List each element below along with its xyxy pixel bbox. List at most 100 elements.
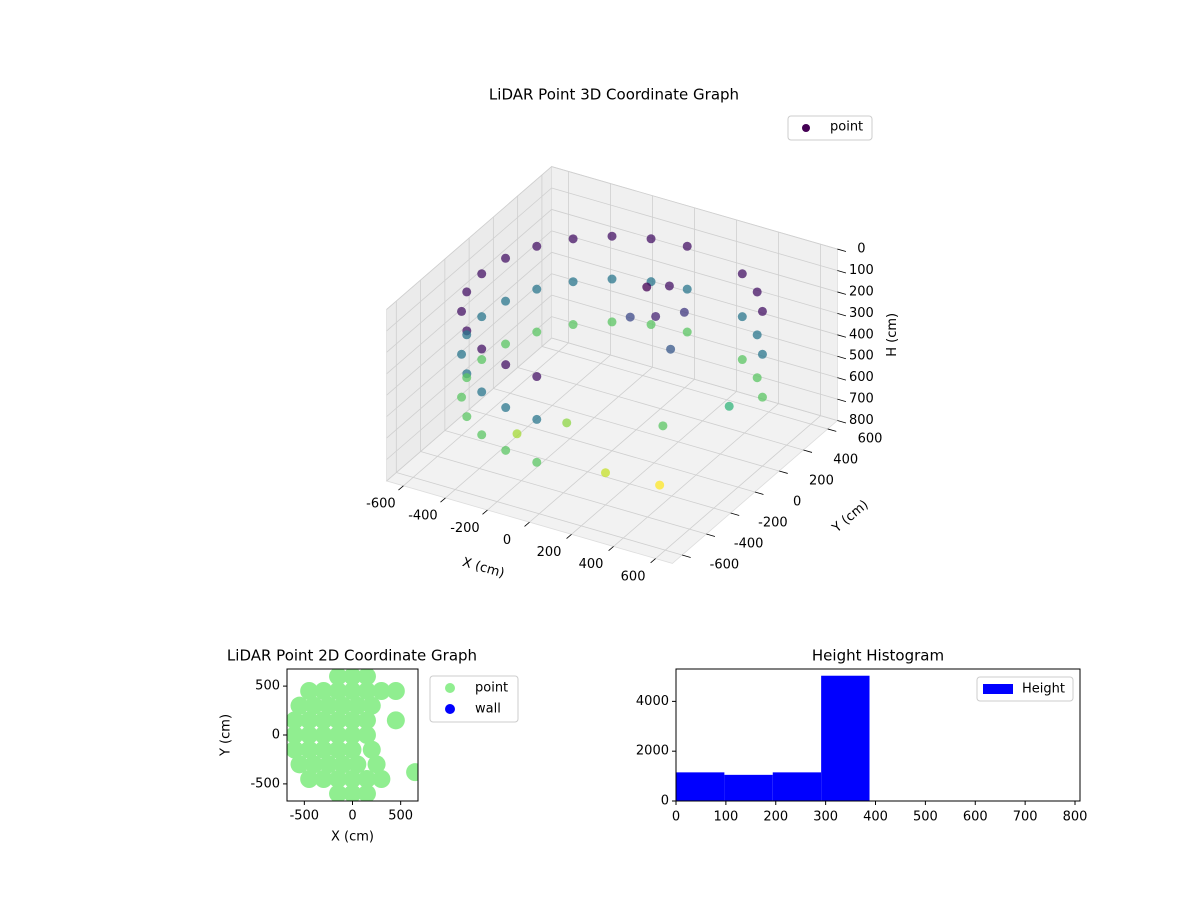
point <box>319 696 338 715</box>
point <box>329 711 348 730</box>
z-tick-label: 400 <box>849 327 874 342</box>
grid-line <box>386 273 552 417</box>
chart-title: Height Histogram <box>812 647 944 665</box>
z-tick-label: 700 <box>849 392 874 407</box>
point <box>329 682 348 700</box>
y-tick-label: 400 <box>833 452 858 467</box>
point <box>457 349 467 359</box>
point <box>290 755 309 774</box>
z-tick-label: 300 <box>849 306 874 321</box>
point <box>512 429 522 439</box>
legend-box <box>787 115 873 141</box>
point <box>646 320 656 330</box>
point <box>501 360 511 370</box>
x-tick-label: 600 <box>621 569 646 584</box>
y-tick-label: -500 <box>250 776 280 791</box>
grid-line <box>386 294 552 439</box>
point <box>362 740 381 759</box>
x-tick-label: 800 <box>1063 810 1088 825</box>
point <box>477 269 487 279</box>
grid-line <box>444 430 731 514</box>
point <box>600 468 610 478</box>
x-tick-label: 0 <box>672 810 680 825</box>
legend-box <box>976 676 1074 702</box>
point <box>357 726 376 744</box>
x-tick-label: 500 <box>388 809 413 824</box>
tick-mark <box>608 546 614 552</box>
grid-line <box>551 166 838 250</box>
point <box>646 234 656 244</box>
point <box>386 711 405 730</box>
x-axis-label: X (cm) <box>461 555 506 581</box>
point <box>607 231 617 241</box>
x-tick-label: -600 <box>366 497 396 512</box>
point <box>290 696 309 715</box>
point <box>300 726 319 744</box>
y-tick-label: 0 <box>661 794 669 809</box>
point <box>562 418 572 428</box>
point <box>477 312 487 322</box>
point <box>357 682 376 700</box>
z-tick-label: 800 <box>849 413 874 428</box>
grid-line <box>551 316 838 400</box>
point <box>655 480 665 490</box>
z-tick-label: 0 <box>857 242 865 257</box>
point <box>343 711 362 730</box>
y-tick-label: -400 <box>734 536 764 551</box>
point <box>314 682 333 700</box>
grid-line <box>386 252 552 396</box>
grid-line <box>386 187 552 332</box>
tick-mark <box>837 355 847 360</box>
point <box>532 414 542 424</box>
x-tick-label: -400 <box>408 509 438 524</box>
x-tick-label: 0 <box>503 533 511 548</box>
y-tick-label: 4000 <box>636 694 669 709</box>
point <box>357 669 376 686</box>
point <box>724 401 734 411</box>
point <box>333 755 352 774</box>
x-tick-label: 200 <box>537 545 562 560</box>
point <box>532 241 542 251</box>
point <box>501 253 511 263</box>
point <box>329 726 348 744</box>
point <box>501 296 511 306</box>
y-tick-label: 500 <box>255 679 280 694</box>
point <box>752 373 762 383</box>
point <box>343 682 362 700</box>
grid-line <box>551 273 838 357</box>
tick-mark <box>837 398 847 402</box>
point <box>329 770 348 788</box>
point <box>357 784 376 801</box>
tick-mark <box>837 291 847 295</box>
y-tick-label: 0 <box>793 494 801 509</box>
point <box>568 320 578 330</box>
point <box>462 373 472 383</box>
point <box>477 355 487 365</box>
point <box>457 306 467 316</box>
point <box>501 403 511 413</box>
point <box>287 726 304 744</box>
legend-marker <box>445 704 455 714</box>
point <box>314 726 333 744</box>
grid-line <box>541 346 828 430</box>
point <box>568 234 578 244</box>
point <box>737 312 747 322</box>
point <box>300 711 319 730</box>
tick-mark <box>837 377 847 381</box>
bar <box>724 774 773 801</box>
legend-marker <box>445 683 455 693</box>
point <box>406 763 418 782</box>
legend-label: point <box>830 120 863 135</box>
chart-title: LiDAR Point 2D Coordinate Graph <box>227 647 477 665</box>
tick-mark <box>730 512 740 516</box>
point <box>386 682 405 700</box>
y-tick-label: 200 <box>809 473 834 488</box>
grid-line <box>551 294 838 379</box>
point <box>658 421 668 431</box>
chart-title: LiDAR Point 3D Coordinate Graph <box>489 86 739 104</box>
legend-label: point <box>475 681 508 696</box>
x-tick-label: 700 <box>1013 810 1038 825</box>
point <box>348 755 367 774</box>
point <box>477 344 487 354</box>
